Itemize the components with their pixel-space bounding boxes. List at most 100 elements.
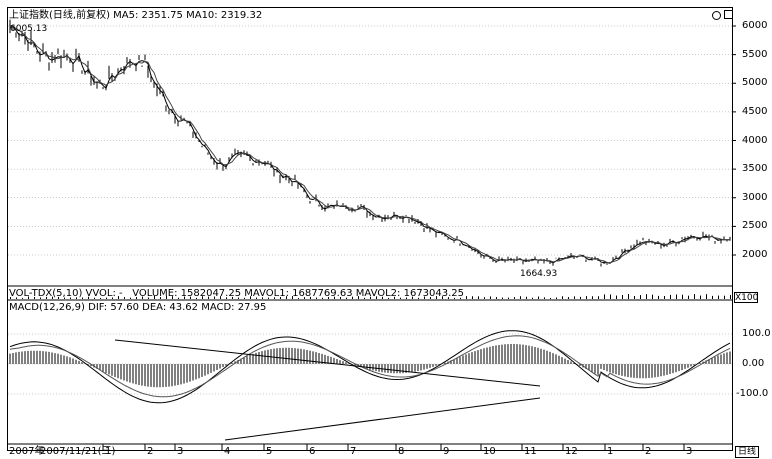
low-value: 1664.93 <box>520 269 558 279</box>
volume-bar <box>226 297 227 299</box>
volume-bar <box>346 297 347 299</box>
volume-bar <box>244 297 245 299</box>
volume-bar <box>718 295 719 299</box>
volume-bar <box>118 296 119 299</box>
volume-bar <box>712 295 713 299</box>
main-y-tick-label: 3500 <box>742 163 768 175</box>
volume-bar <box>640 295 641 299</box>
volume-bar <box>556 297 557 299</box>
volume-bar <box>418 297 419 299</box>
main-y-tick-label: 2500 <box>742 220 768 232</box>
ma10-value: MA10: 2319.32 <box>186 10 263 21</box>
upper-trendline <box>114 339 541 387</box>
x-axis-month-label: 10 <box>483 446 496 457</box>
x-axis-month-label: 1 <box>105 446 112 457</box>
x-axis-year: 2007年 <box>9 446 45 457</box>
macd-y-tick-label: 0.00 <box>742 358 765 369</box>
volume-bar <box>628 294 629 299</box>
volume-bar <box>112 297 113 299</box>
x-axis-month-label: 6 <box>309 446 316 457</box>
x-axis-month-label: 2 <box>645 446 652 457</box>
volume-bar <box>280 296 281 299</box>
volume-bar <box>178 297 179 299</box>
volume-bar <box>214 296 215 299</box>
volume-bar <box>664 295 665 299</box>
dea-line <box>9 335 731 398</box>
volume-bar <box>268 297 269 299</box>
volume-bar <box>580 296 581 299</box>
volume-bar <box>622 294 623 299</box>
volume-bar <box>22 297 23 299</box>
volume-bar <box>364 297 365 299</box>
square-icon[interactable] <box>724 10 733 19</box>
volume-scale-label: X100 <box>734 292 759 303</box>
volume-bar <box>634 295 635 299</box>
volume-bar <box>382 296 383 299</box>
x-axis-month-label: 3 <box>686 446 693 457</box>
volume-bar <box>670 294 671 299</box>
volume-bar <box>322 297 323 299</box>
volume-bar <box>610 294 611 299</box>
volume-bar <box>64 297 65 299</box>
volume-bar <box>532 297 533 299</box>
ma5-line <box>9 25 730 264</box>
volume-bar <box>310 296 311 299</box>
volume-bar <box>94 297 95 299</box>
volume-bar <box>700 295 701 299</box>
volume-bar <box>598 296 599 299</box>
volume-bar <box>154 296 155 299</box>
volume-bar <box>646 294 647 299</box>
high-value: 6005.13 <box>10 24 48 34</box>
volume-bar <box>340 296 341 299</box>
main-y-tick-label: 6000 <box>742 20 768 31</box>
volume-bar <box>16 297 17 299</box>
volume-bar <box>256 297 257 299</box>
volume-bar <box>334 296 335 299</box>
macd-y-tick-label: -100.0 <box>736 388 769 399</box>
volume-bar <box>520 296 521 299</box>
ma5-value: MA5: 2351.75 <box>113 10 183 21</box>
volume-bar <box>544 297 545 299</box>
x-axis-month-label: 5 <box>266 446 273 457</box>
volume-bar <box>562 296 563 299</box>
dif-line <box>9 330 731 404</box>
volume-bar <box>436 296 437 299</box>
volume-bar <box>274 297 275 299</box>
x-axis-month-label: 12 <box>565 446 578 457</box>
volume-bar <box>448 297 449 299</box>
volume-bar <box>370 296 371 299</box>
circle-icon[interactable] <box>712 11 721 20</box>
x-axis-month-label: 7 <box>350 446 357 457</box>
volume-bar <box>538 296 539 299</box>
period-button[interactable]: 日线 <box>735 446 759 458</box>
volume-bar <box>184 296 185 299</box>
volume-bar <box>586 296 587 299</box>
main-chart-title: 上证指数(日线,前复权) MA5: 2351.75 MA10: 2319.32 <box>9 10 262 22</box>
x-axis-month-label: 1 <box>607 446 614 457</box>
volume-bar <box>730 294 731 299</box>
volume-bar <box>238 297 239 299</box>
volume-bar <box>28 296 29 299</box>
macd-y-tick-label: 100.0 <box>742 328 771 339</box>
volume-bar <box>460 297 461 299</box>
volume-bar <box>652 294 653 299</box>
volume-bar <box>466 296 467 299</box>
x-axis-month-label: 8 <box>398 446 405 457</box>
mavol2-value: MAVOL2: 1673043.25 <box>355 288 465 299</box>
volume-bar <box>298 297 299 299</box>
volume-bar <box>40 297 41 299</box>
volume-bar <box>58 296 59 299</box>
dif-value: DIF: 57.60 <box>88 302 139 313</box>
main-y-tick-label: 4500 <box>742 105 768 117</box>
volume-bar <box>328 297 329 299</box>
volume-bar <box>676 294 677 299</box>
volume-bar <box>406 297 407 299</box>
volume-bar <box>82 297 83 299</box>
volume-bar <box>508 297 509 299</box>
volume-bar <box>142 296 143 299</box>
volume-bar <box>454 297 455 299</box>
volume-bar <box>658 295 659 299</box>
volume-bar <box>286 296 287 299</box>
volume-bar <box>694 294 695 299</box>
